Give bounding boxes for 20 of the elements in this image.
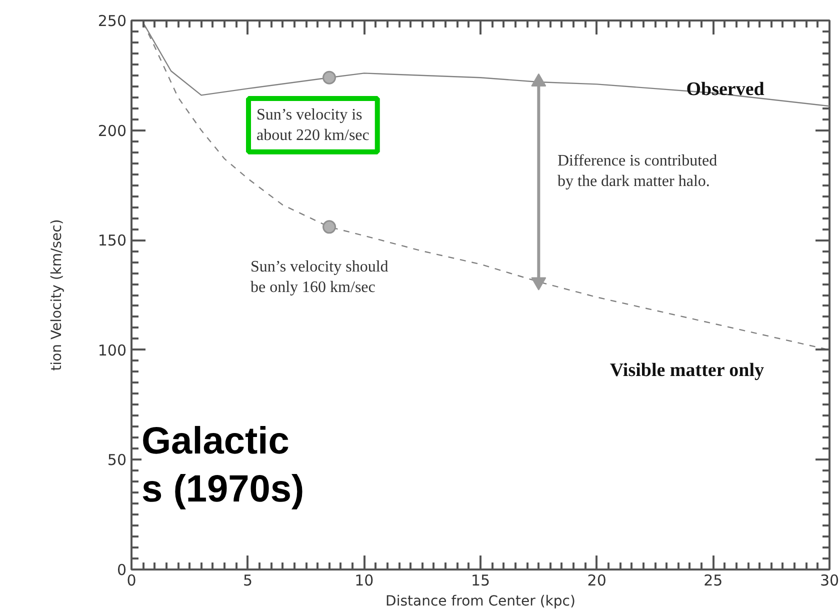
annotation: Sun’s velocity is about 220 km/sec	[256, 106, 370, 144]
annotation: s (1970s)	[142, 468, 304, 510]
y-tick-label: 100	[98, 341, 127, 360]
y-tick-label: 50	[107, 451, 127, 470]
annotation: Difference is contributed by the dark matter halo.	[558, 152, 718, 190]
y-tick-label: 150	[98, 232, 127, 250]
x-tick-label: 25	[704, 572, 723, 590]
y-tick-label: 250	[98, 12, 127, 30]
x-tick-label: 5	[243, 572, 253, 590]
x-axis-title: Distance from Center (kpc)	[386, 594, 576, 610]
x-tick-label: 15	[470, 572, 490, 590]
annotation: Galactic	[142, 420, 290, 462]
y-tick-label: 200	[98, 122, 127, 140]
x-tick-label: 10	[354, 572, 374, 590]
annotation: Sun’s velocity should be only 160 km/sec	[250, 258, 388, 296]
y-axis-title: tion Velocity (km/sec)	[48, 219, 65, 371]
series-label: Visible matter only	[610, 360, 765, 381]
series-label: Observed	[686, 79, 765, 100]
x-tick-label: 20	[587, 572, 606, 590]
x-tick-label: 30	[820, 572, 840, 590]
